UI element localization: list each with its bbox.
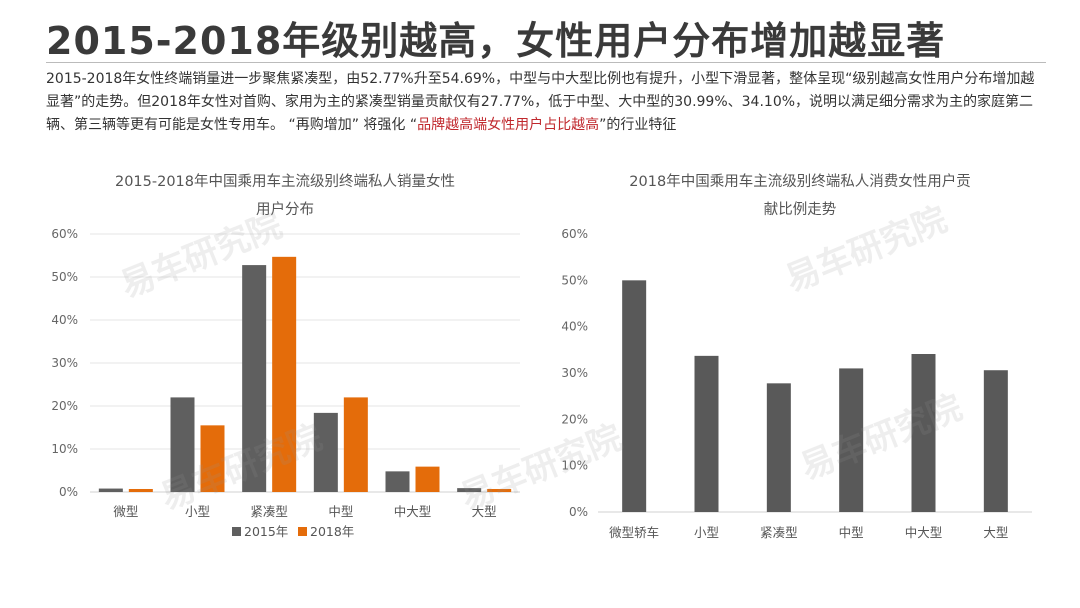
legend-swatch <box>298 527 307 536</box>
description-text-end: ”的行业特征 <box>599 117 677 133</box>
left-bar-2018年 <box>487 488 512 492</box>
description-paragraph: 2015-2018年女性终端销量进一步聚焦紧凑型，由52.77%升至54.69%… <box>46 68 1042 137</box>
page-title: 2015-2018年级别越高，女性用户分布增加越显著 <box>46 19 946 63</box>
right-bar <box>983 370 1008 512</box>
right-y-tick-label: 40% <box>561 320 588 334</box>
left-y-tick-label: 50% <box>51 270 78 284</box>
right-x-category-label: 紧凑型 <box>760 525 798 540</box>
right-y-tick-label: 50% <box>561 273 588 287</box>
left-x-category-label: 微型 <box>113 504 138 519</box>
right-y-tick-label: 30% <box>561 366 588 380</box>
left-bar-2015年 <box>98 488 123 492</box>
right-bar <box>694 355 719 512</box>
left-bar-2018年 <box>343 397 368 492</box>
right-x-category-label: 中型 <box>839 525 864 540</box>
right-x-category-label: 微型轿车 <box>609 525 659 540</box>
description-text: 2015-2018年女性终端销量进一步聚焦紧凑型，由52.77%升至54.69%… <box>46 71 1035 133</box>
title-divider <box>46 62 1046 63</box>
left-x-category-label: 中型 <box>328 504 353 519</box>
left-x-category-label: 大型 <box>472 504 497 519</box>
left-bar-2015年 <box>313 412 338 492</box>
left-x-category-label: 紧凑型 <box>250 504 288 519</box>
right-x-category-label: 小型 <box>694 525 719 540</box>
right-chart-title: 2018年中国乘用车主流级别终端私人消费女性用户贡 献比例走势 <box>585 168 1015 224</box>
left-bar-2018年 <box>272 256 297 492</box>
right-x-category-label: 大型 <box>983 525 1008 540</box>
right-y-tick-label: 10% <box>561 459 588 473</box>
legend-swatch <box>232 527 241 536</box>
left-bar-2015年 <box>385 471 410 492</box>
description-highlight: 品牌越高端女性用户占比越高 <box>417 117 600 133</box>
left-chart-title: 2015-2018年中国乘用车主流级别终端私人销量女性 用户分布 <box>70 168 500 224</box>
right-x-category-label: 中大型 <box>905 525 943 540</box>
left-y-tick-label: 10% <box>51 442 78 456</box>
left-bar-2018年 <box>128 488 153 492</box>
right-y-tick-label: 20% <box>561 412 588 426</box>
left-chart-title-line1: 2015-2018年中国乘用车主流级别终端私人销量女性 <box>114 174 456 190</box>
left-bar-2015年 <box>170 397 195 492</box>
left-x-category-label: 小型 <box>185 504 210 519</box>
left-y-tick-label: 0% <box>59 485 78 499</box>
right-bar <box>622 280 647 512</box>
left-y-tick-label: 20% <box>51 399 78 413</box>
right-bar <box>766 383 791 512</box>
right-bar <box>839 368 864 512</box>
left-y-tick-label: 60% <box>51 227 78 241</box>
right-y-tick-label: 0% <box>569 505 588 519</box>
left-chart-title-line2: 用户分布 <box>256 202 314 218</box>
left-bar-2018年 <box>200 425 225 492</box>
left-bar-2018年 <box>415 466 440 492</box>
left-bar-2015年 <box>457 488 482 492</box>
legend-label: 2015年 <box>244 524 288 539</box>
legend-label: 2018年 <box>310 524 354 539</box>
right-chart-title-line2: 献比例走势 <box>763 202 837 218</box>
right-y-tick-label: 60% <box>561 227 588 241</box>
left-y-tick-label: 30% <box>51 356 78 370</box>
right-bar <box>911 354 936 512</box>
left-y-tick-label: 40% <box>51 313 78 327</box>
left-bar-2015年 <box>242 265 267 492</box>
right-chart-title-line1: 2018年中国乘用车主流级别终端私人消费女性用户贡 <box>629 174 971 190</box>
left-x-category-label: 中大型 <box>394 504 432 519</box>
